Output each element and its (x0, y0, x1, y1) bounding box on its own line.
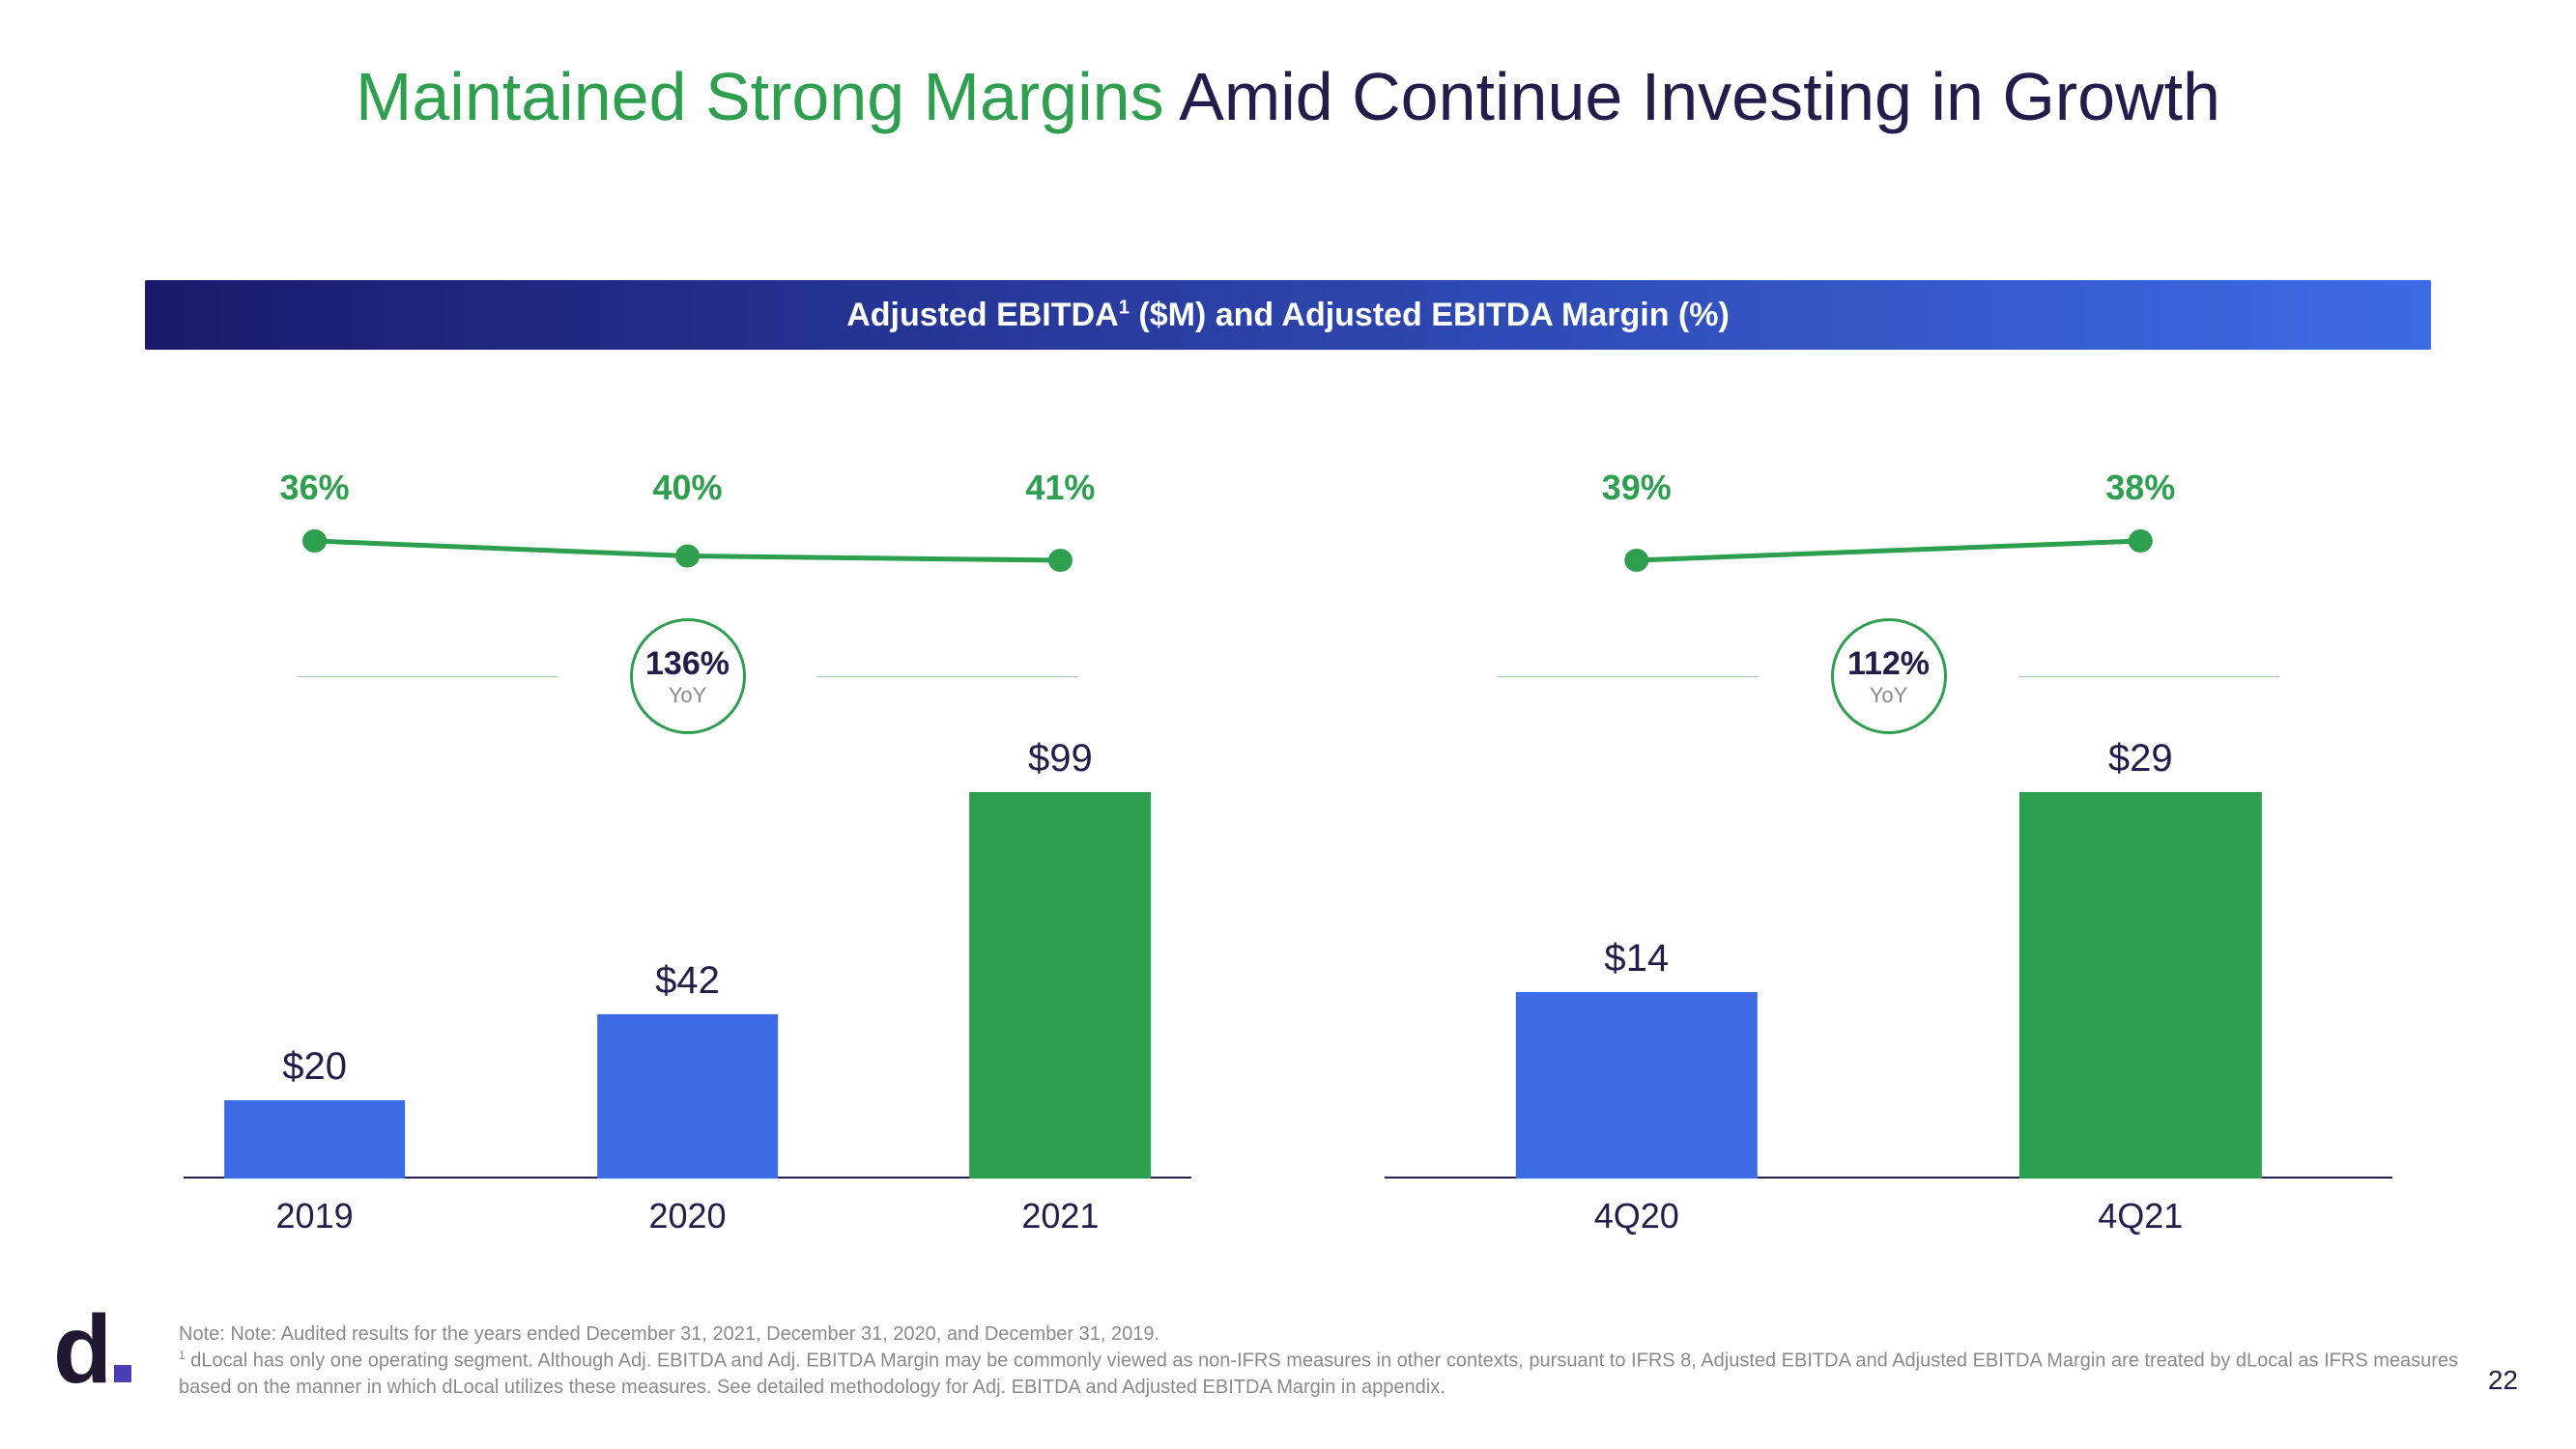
bar-group: $992021 (970, 773, 1152, 1179)
footnote-line-2: 1 dLocal has only one operating segment.… (179, 1348, 2479, 1401)
bar-value-label: $14 (1604, 937, 1669, 980)
yoy-value: 136% (645, 645, 730, 683)
bar-value-label: $20 (282, 1045, 347, 1089)
bar (224, 1100, 406, 1179)
subtitle-bar: Adjusted EBITDA1 ($M) and Adjusted EBITD… (145, 280, 2431, 350)
yoy-side-line (1498, 676, 1759, 677)
charts-container: 36%40%41%136%YoY$202019$422020$992021 39… (145, 406, 2431, 1236)
chart-panel-annual: 36%40%41%136%YoY$202019$422020$992021 (145, 406, 1230, 1236)
title-part-1: Maintained Strong Margins (356, 59, 1179, 134)
bar-category-label: 2021 (1021, 1196, 1099, 1236)
footnote: Note: Note: Audited results for the year… (179, 1321, 2479, 1401)
margin-pct-label: 36% (280, 468, 350, 508)
bar (970, 792, 1152, 1179)
bar-value-label: $29 (2108, 737, 2173, 781)
bar-group: $422020 (597, 773, 779, 1179)
bar (1516, 992, 1758, 1179)
footnote-line-1: Note: Note: Audited results for the year… (179, 1321, 2479, 1348)
subtitle-text: Adjusted EBITDA1 ($M) and Adjusted EBITD… (846, 297, 1730, 334)
bar-category-label: 4Q20 (1594, 1196, 1679, 1236)
yoy-badge: 136%YoY (630, 618, 746, 734)
yoy-side-line (297, 676, 558, 677)
yoy-badge: 112%YoY (1831, 618, 1947, 734)
yoy-side-line (2018, 676, 2279, 677)
yoy-sub: YoY (669, 683, 707, 708)
margin-pct-label: 39% (1602, 468, 1672, 508)
footnote-sup: 1 (179, 1349, 186, 1362)
bar-group: $202019 (224, 773, 406, 1179)
subtitle-pre: Adjusted EBITDA (846, 297, 1118, 333)
yoy-value: 112% (1847, 645, 1930, 683)
page-number: 22 (2488, 1365, 2518, 1396)
bar-category-label: 2020 (648, 1196, 726, 1236)
title-part-2: Amid Continue Investing in Growth (1179, 59, 2220, 134)
bar-category-label: 4Q21 (2098, 1196, 2183, 1236)
footnote-body: dLocal has only one operating segment. A… (179, 1350, 2458, 1398)
subtitle-post: ($M) and Adjusted EBITDA Margin (%) (1130, 297, 1730, 333)
bar-category-label: 2019 (276, 1196, 354, 1236)
logo-letter: d (53, 1295, 106, 1404)
yoy-sub: YoY (1870, 683, 1908, 708)
logo-dot (114, 1365, 131, 1382)
yoy-side-line (817, 676, 1078, 677)
page-title: Maintained Strong Margins Amid Continue … (0, 58, 2576, 135)
margin-line-row: 36%40%41% (184, 473, 1191, 609)
bar-area: $202019 $422020 $992021 (184, 773, 1191, 1179)
margin-pct-label: 40% (652, 468, 722, 508)
margin-pct-label: 41% (1025, 468, 1095, 508)
margin-pct-label: 38% (2105, 468, 2175, 508)
logo: d (53, 1294, 131, 1406)
chart-panel-quarterly: 39%38%112%YoY$144Q20$294Q21 (1346, 406, 2431, 1236)
bar (2019, 792, 2261, 1179)
subtitle-sup: 1 (1119, 297, 1130, 318)
bar-value-label: $99 (1028, 737, 1093, 781)
bar-area: $144Q20 $294Q21 (1385, 773, 2392, 1179)
margin-line-row: 39%38% (1385, 473, 2392, 609)
bar-value-label: $42 (655, 959, 720, 1003)
bar-group: $144Q20 (1516, 773, 1758, 1179)
bar-group: $294Q21 (2019, 773, 2261, 1179)
bar (597, 1014, 779, 1179)
